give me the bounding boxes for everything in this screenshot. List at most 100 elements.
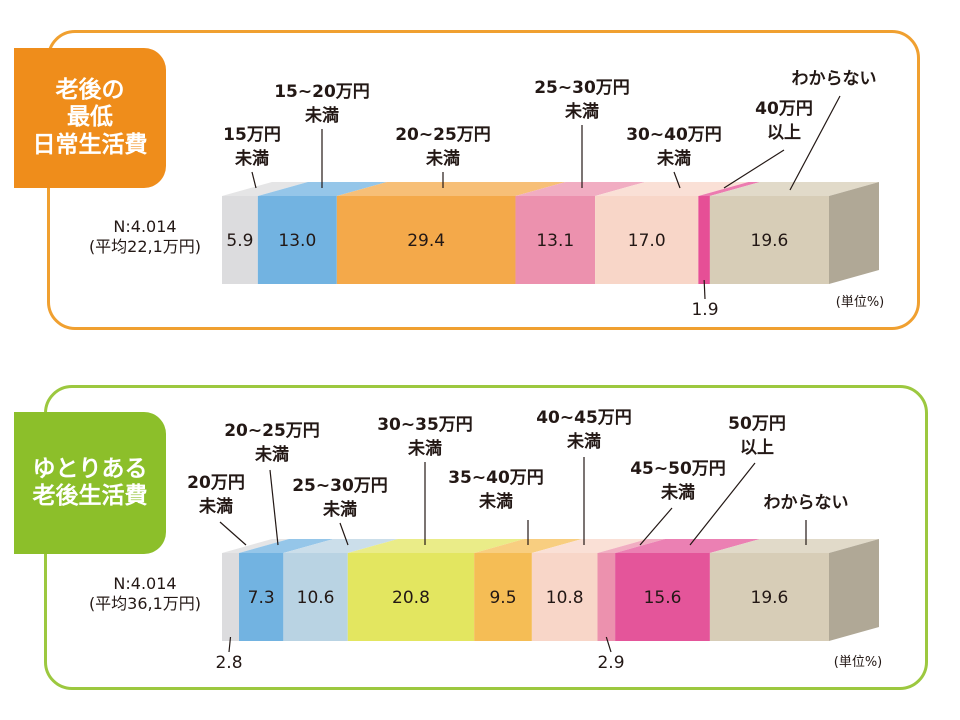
category-label: 40万円: [755, 99, 813, 119]
category-label: 未満: [254, 444, 289, 465]
bar-segment: [515, 196, 596, 284]
bar-top-face: [347, 539, 525, 553]
tab-line: ゆとりある: [32, 455, 148, 482]
bar-top-face: [283, 539, 398, 553]
category-label: 45~50万円: [630, 459, 726, 479]
category-label: 40~45万円: [536, 408, 632, 428]
bar-top-face: [615, 539, 760, 553]
sample-size-label: (平均22,1万円): [89, 237, 201, 256]
bar-top-face: [698, 182, 760, 196]
category-label: 未満: [564, 101, 599, 122]
tab-line: 最低: [67, 104, 113, 131]
category-label: 30~35万円: [377, 415, 473, 435]
category-label: 20~25万円: [224, 421, 320, 441]
callout-line: [339, 522, 349, 546]
category-label: 20万円: [187, 473, 245, 493]
leader-line: [228, 636, 232, 653]
category-label: 未満: [566, 431, 601, 452]
bar-top-face: [595, 182, 749, 196]
bar-side-face: [829, 182, 879, 284]
bar-segment: [597, 553, 616, 641]
data-label: 2.8: [215, 653, 242, 673]
bar-top-face: [597, 539, 666, 553]
bar-top-face: [474, 539, 582, 553]
data-label: 29.4: [407, 231, 445, 251]
category-label: 未満: [478, 491, 513, 512]
unit-label: (単位%): [834, 654, 883, 670]
data-label: 13.0: [278, 231, 316, 251]
callout-line: [789, 95, 841, 191]
tab-minimum-living-cost: 老後の 最低 日常生活費: [14, 48, 166, 188]
data-label: 10.8: [546, 588, 584, 608]
data-label: 10.6: [297, 588, 335, 608]
bar-segment: [615, 553, 710, 641]
category-label: 未満: [322, 499, 357, 520]
category-label: 未満: [304, 105, 339, 126]
bar-segment: [698, 196, 710, 284]
leader-line: [703, 279, 706, 300]
data-label: 13.1: [536, 231, 574, 251]
unit-label: (単位%): [836, 294, 885, 310]
bar-side-face: [829, 539, 879, 641]
bar-top-face: [222, 539, 290, 553]
bar-segment: [595, 196, 699, 284]
sample-size-label: (平均36,1万円): [89, 594, 201, 613]
category-label: 未満: [407, 438, 442, 459]
data-label: 9.5: [489, 588, 516, 608]
category-label: 以上: [767, 123, 801, 143]
category-label: 35~40万円: [448, 468, 544, 488]
tab-line: 老後の: [55, 77, 125, 104]
callout-line: [673, 171, 681, 189]
data-label: 5.9: [226, 231, 253, 251]
bar-top-face: [239, 539, 334, 553]
bar-segment: [222, 196, 258, 284]
data-label: 1.9: [691, 300, 718, 320]
bar-top-face: [709, 182, 879, 196]
category-label: 以上: [740, 438, 774, 458]
category-label: 25~30万円: [292, 476, 388, 496]
tab-comfortable-living-cost: ゆとりある 老後生活費: [14, 412, 166, 554]
bar-segment: [474, 553, 532, 641]
sample-size-label: N:4.014: [113, 574, 176, 593]
bar-segment: [257, 196, 337, 284]
bar-segment: [336, 196, 516, 284]
category-label: 15万円: [223, 125, 281, 145]
bar-top-face: [709, 539, 879, 553]
bar-segment: [709, 196, 829, 284]
bar-segment: [239, 553, 284, 641]
sample-size-label: N:4.014: [113, 217, 176, 236]
category-label: わからない: [792, 69, 877, 89]
bar-top-face: [531, 539, 648, 553]
category-label: 30~40万円: [626, 125, 722, 145]
data-label: 7.3: [248, 588, 275, 608]
category-label: 未満: [425, 148, 460, 169]
data-label: 19.6: [751, 588, 789, 608]
bar-segment: [222, 553, 240, 641]
callout-line: [251, 171, 257, 189]
tab-line: 日常生活費: [32, 131, 148, 158]
category-label: わからない: [764, 493, 849, 513]
category-label: 15~20万円: [274, 82, 370, 102]
tab-line: 老後生活費: [32, 483, 148, 509]
category-label: 50万円: [728, 414, 786, 434]
callout-line: [639, 507, 673, 546]
bar-top-face: [336, 182, 566, 196]
callout-line: [723, 149, 785, 189]
category-label: 25~30万円: [534, 78, 630, 98]
category-label: 20~25万円: [395, 125, 491, 145]
category-label: 未満: [234, 148, 269, 169]
data-label: 17.0: [628, 231, 666, 251]
callout-line: [219, 521, 247, 546]
bar-segment: [347, 553, 475, 641]
bar-top-face: [257, 182, 387, 196]
data-label: 20.8: [392, 588, 430, 608]
category-label: 未満: [660, 482, 695, 503]
bar-segment: [709, 553, 829, 641]
leader-line: [605, 636, 612, 653]
bar-segment: [531, 553, 598, 641]
bar-segment: [283, 553, 348, 641]
bar-top-face: [515, 182, 646, 196]
category-label: 未満: [656, 148, 691, 169]
data-label: 15.6: [644, 588, 682, 608]
